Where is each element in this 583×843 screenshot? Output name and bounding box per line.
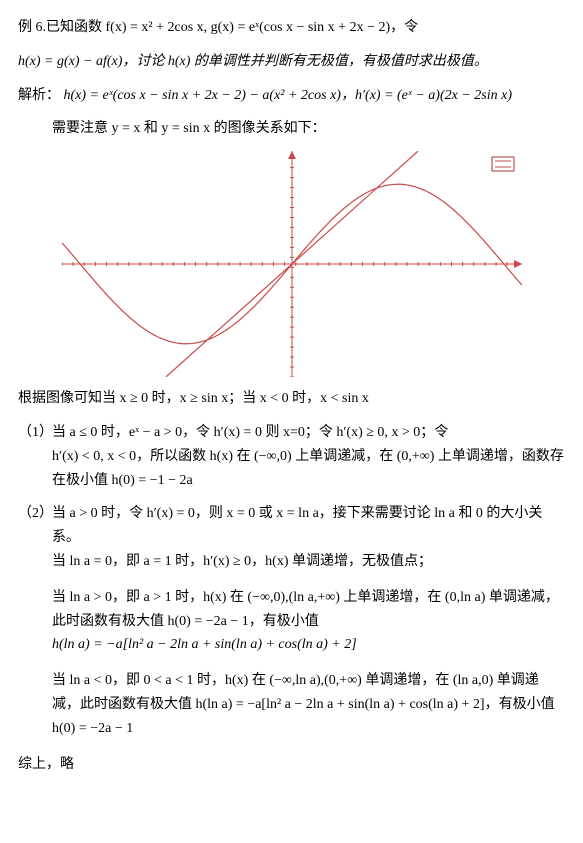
case-2-sub1: 当 ln a = 0，即 a = 1 时，h′(x) ≥ 0，h(x) 单调递增… <box>18 550 565 574</box>
case-1: （1） 当 a ≤ 0 时，eˣ − a > 0，令 h′(x) = 0 则 x… <box>18 421 565 492</box>
case-1-num: （1） <box>18 421 52 492</box>
solution-label: 解析： <box>18 88 60 103</box>
case-2-sub2: 当 ln a > 0，即 a > 1 时，h(x) 在 (−∞,0),(ln a… <box>18 586 565 657</box>
case-1-text-a: 当 a ≤ 0 时，eˣ − a > 0，令 h′(x) = 0 则 x=0；令… <box>52 425 448 440</box>
case-2: （2） 当 a > 0 时，令 h′(x) = 0，则 x = 0 或 x = … <box>18 502 565 550</box>
case-2-num: （2） <box>18 502 52 550</box>
problem-title: 例 6.已知函数 f(x) = x² + 2cos x, g(x) = eˣ(c… <box>18 16 565 40</box>
case-2-text: 当 a > 0 时，令 h′(x) = 0，则 x = 0 或 x = ln a… <box>52 506 542 545</box>
relation-chart <box>62 151 522 377</box>
chart-container <box>18 151 565 377</box>
case-1-text-b: h′(x) < 0, x < 0，所以函数 h(x) 在 (−∞,0) 上单调递… <box>52 449 564 488</box>
solution-line: 解析： h(x) = eˣ(cos x − sin x + 2x − 2) − … <box>18 84 565 108</box>
case-2-sub2-a: 当 ln a > 0，即 a > 1 时，h(x) 在 (−∞,0),(ln a… <box>52 590 559 629</box>
after-chart: 根据图像可知当 x ≥ 0 时，x ≥ sin x；当 x < 0 时，x < … <box>18 387 565 411</box>
summary: 综上，略 <box>18 753 565 777</box>
note-line: 需要注意 y = x 和 y = sin x 的图像关系如下： <box>18 117 565 141</box>
case-2-sub3: 当 ln a < 0，即 0 < a < 1 时，h(x) 在 (−∞,ln a… <box>18 669 565 740</box>
solution-expr: h(x) = eˣ(cos x − sin x + 2x − 2) − a(x²… <box>64 88 513 103</box>
problem-line2: h(x) = g(x) − af(x)，讨论 h(x) 的单调性并判断有无极值，… <box>18 50 565 74</box>
case-2-sub2-b: h(ln a) = −a[ln² a − 2ln a + sin(ln a) +… <box>52 637 357 652</box>
